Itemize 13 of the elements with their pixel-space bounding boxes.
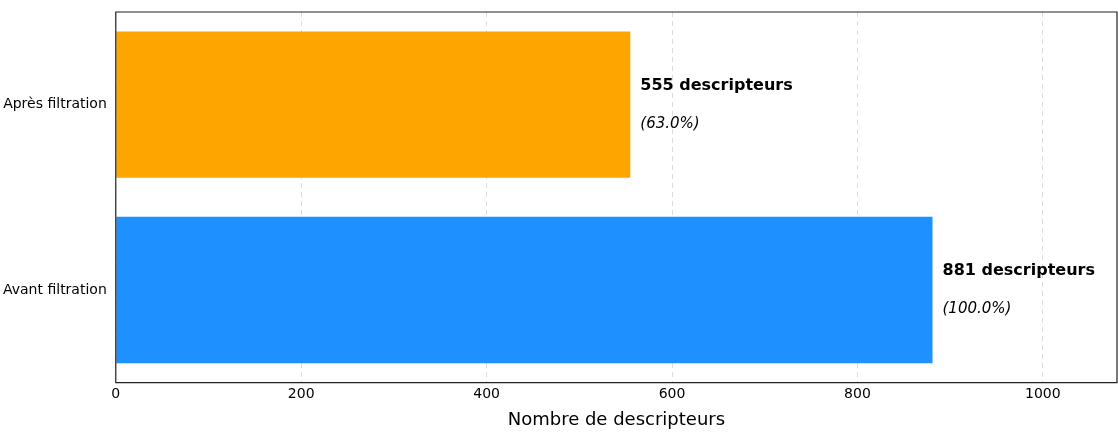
data-label: 881 descripteurs bbox=[942, 260, 1095, 280]
annotation: (63.0%) bbox=[640, 113, 700, 132]
x-tick-label: 600 bbox=[658, 384, 686, 401]
x-tick-label: 200 bbox=[287, 384, 315, 401]
x-tick-label: 400 bbox=[473, 384, 500, 401]
annotation: (100.0%) bbox=[942, 298, 1012, 317]
y-tick-label: Après filtration bbox=[3, 95, 107, 112]
x-tick-label: 1000 bbox=[1025, 384, 1061, 401]
y-tick-label: Avant filtration bbox=[2, 280, 107, 297]
data-label: 555 descripteurs bbox=[640, 74, 793, 94]
x-axis-title: Nombre de descripteurs bbox=[507, 407, 726, 429]
x-tick-label: 0 bbox=[111, 384, 121, 401]
x-tick-label: 800 bbox=[844, 384, 871, 401]
